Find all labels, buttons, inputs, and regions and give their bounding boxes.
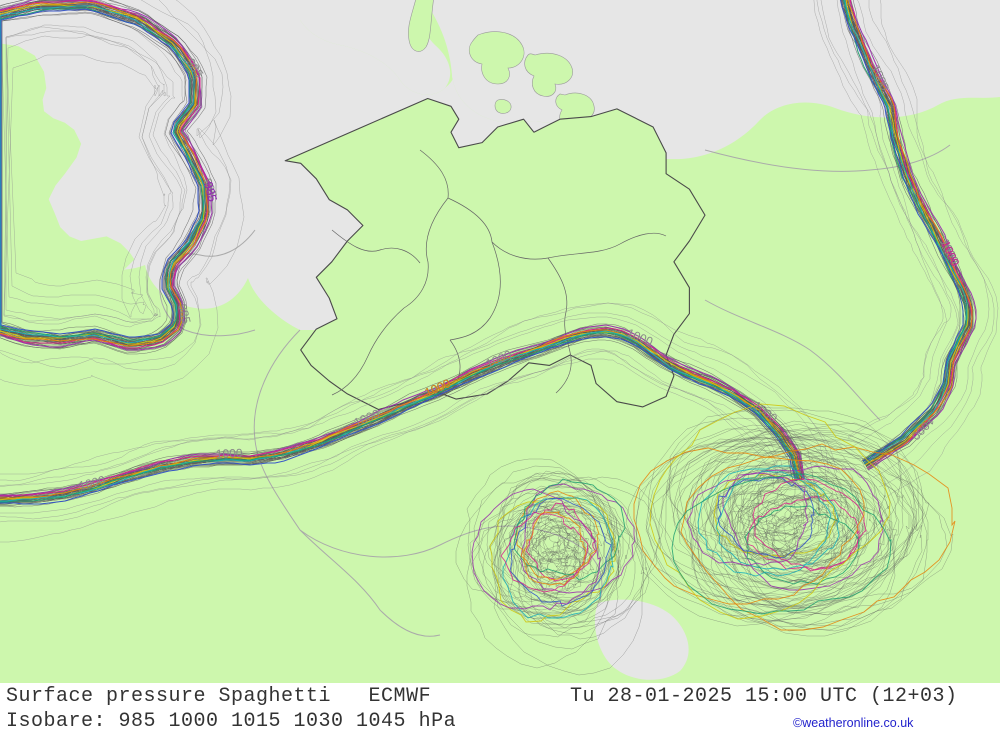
svg-text:1000: 1000 bbox=[750, 398, 780, 425]
svg-text:1000: 1000 bbox=[352, 406, 382, 429]
svg-text:985: 985 bbox=[201, 180, 220, 203]
svg-text:1000: 1000 bbox=[216, 446, 243, 461]
svg-text:1000: 1000 bbox=[938, 238, 962, 268]
svg-text:1000: 1000 bbox=[908, 414, 937, 443]
svg-text:1000: 1000 bbox=[77, 473, 107, 493]
svg-text:1000: 1000 bbox=[423, 376, 453, 400]
svg-text:985: 985 bbox=[184, 56, 207, 81]
svg-text:1000: 1000 bbox=[625, 326, 655, 349]
svg-text:1000: 1000 bbox=[868, 63, 892, 93]
svg-text:985: 985 bbox=[175, 302, 194, 325]
svg-text:1000: 1000 bbox=[484, 347, 514, 370]
